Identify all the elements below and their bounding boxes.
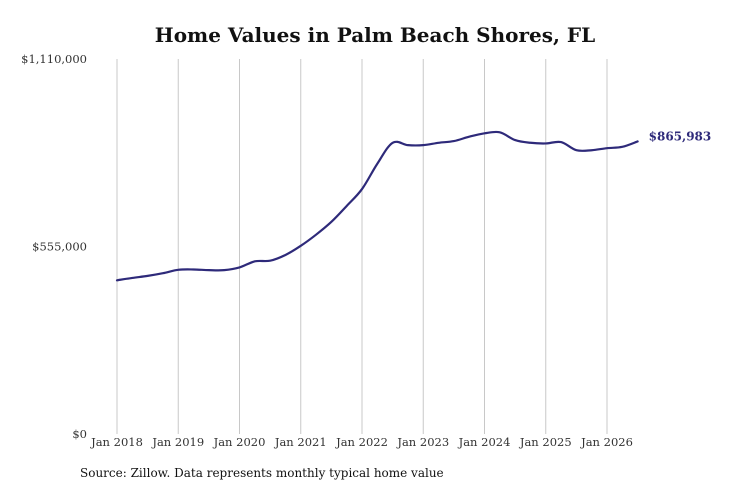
x-tick-label: Jan 2018	[90, 435, 143, 449]
chart-title: Home Values in Palm Beach Shores, FL	[155, 23, 595, 47]
x-tick-label: Jan 2026	[580, 435, 633, 449]
x-axis: Jan 2018 Jan 2019 Jan 2020 Jan 2021 Jan 2022…	[90, 435, 633, 449]
x-tick-label: Jan 2024	[458, 435, 511, 449]
x-tick-label: Jan 2025	[519, 435, 572, 449]
series-line	[115, 130, 639, 282]
x-gridlines	[116, 59, 608, 434]
x-tick-label: Jan 2023	[396, 435, 449, 449]
x-tick-label: Jan 2019	[151, 435, 204, 449]
y-tick-label: $1,110,000	[21, 52, 87, 66]
y-tick-label: $555,000	[32, 240, 87, 254]
series-group: $865,983	[115, 129, 712, 282]
x-tick-label: Jan 2022	[335, 435, 388, 449]
y-tick-label: $0	[72, 427, 87, 441]
x-tick-label: Jan 2021	[274, 435, 327, 449]
y-axis: $0 $555,000 $1,110,000	[21, 52, 87, 441]
end-value-label: $865,983	[649, 129, 712, 143]
source-note: Source: Zillow. Data represents monthly …	[80, 466, 444, 480]
x-tick-label: Jan 2020	[213, 435, 266, 449]
